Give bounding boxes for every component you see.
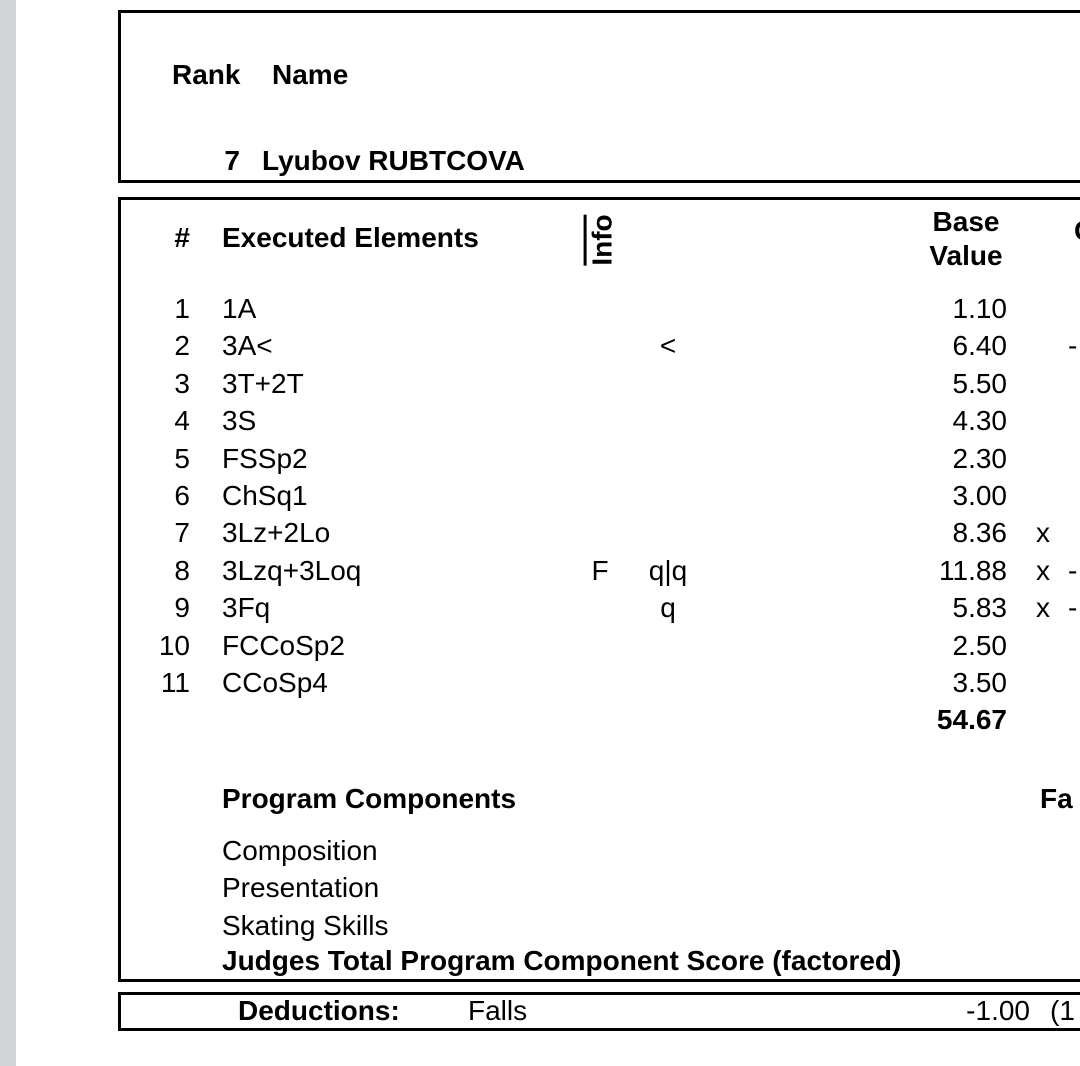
- column-header-executed-elements: Executed Elements: [222, 222, 479, 253]
- element-base-value: 2.50: [952, 629, 1008, 661]
- element-row: 7 3Lz+2Lo 8.36 x: [121, 514, 1080, 551]
- judges-total-label: Judges Total Program Component Score (fa…: [222, 945, 902, 976]
- element-number: 5: [174, 442, 190, 474]
- element-row: 11 CCoSp4 3.50: [121, 664, 1080, 701]
- element-code: 3Lz+2Lo: [222, 517, 331, 549]
- element-row: 6 ChSq1 3.00: [121, 477, 1080, 514]
- element-number: 6: [174, 479, 190, 511]
- element-marks: q: [660, 592, 676, 624]
- element-row: 3 3T+2T 5.50: [121, 365, 1080, 402]
- name-column-label: Name: [272, 59, 349, 90]
- element-row: 4 3S 4.30: [121, 402, 1080, 439]
- element-code: 3A<: [222, 330, 273, 362]
- deductions-label: Deductions:: [238, 995, 400, 1026]
- element-number: 2: [174, 330, 190, 362]
- element-number: 11: [160, 666, 190, 698]
- element-row: 1 1A 1.10: [121, 290, 1080, 327]
- element-base-value: 3.00: [952, 479, 1008, 511]
- element-code: 3Lzq+3Loq: [222, 554, 362, 586]
- element-row: 10 FCCoSp2 2.50: [121, 627, 1080, 664]
- element-goe-clipped: -: [1068, 554, 1078, 586]
- element-base-value: 8.36: [952, 517, 1008, 549]
- base-value-line2: Value: [929, 239, 1003, 271]
- deduction-reason: Falls: [468, 995, 528, 1026]
- deduction-count-clipped: (1: [1050, 995, 1075, 1026]
- element-row: 8 3Lzq+3Loq F q|q 11.88 x -: [121, 552, 1080, 589]
- column-header-goe-clipped: G: [1074, 215, 1080, 247]
- skater-rank: 7: [224, 145, 240, 176]
- factor-header-clipped: Fa: [1040, 783, 1073, 814]
- element-base-value: 5.50: [952, 367, 1008, 399]
- element-number: 4: [174, 405, 190, 437]
- element-code: 3T+2T: [222, 367, 304, 399]
- element-marks: q|q: [648, 554, 688, 586]
- element-base-value: 1.10: [952, 293, 1008, 324]
- element-number: 9: [174, 592, 190, 624]
- column-header-info-vertical: Info: [583, 205, 619, 275]
- base-value-line1: Base: [932, 206, 1000, 237]
- element-base-value: 3.50: [952, 666, 1008, 698]
- element-credit-x: x: [1036, 517, 1050, 549]
- element-base-value: 6.40: [952, 330, 1008, 362]
- page-edge-strip: [0, 0, 16, 1066]
- element-base-value: 4.30: [952, 405, 1008, 437]
- column-header-number: #: [174, 222, 190, 253]
- rank-name-box: [118, 10, 1080, 183]
- total-base-value: 54.67: [936, 704, 1007, 735]
- element-base-value: 11.88: [939, 554, 1007, 586]
- element-rows: 1 1A 1.10 2 3A< < 6.40 - 3 3T+2T 5.50: [121, 290, 1080, 701]
- column-header-base-value: Base Value: [915, 205, 1017, 272]
- element-code: ChSq1: [222, 479, 308, 511]
- element-marks: <: [659, 330, 677, 362]
- skater-name: Lyubov RUBTCOVA: [262, 145, 525, 176]
- element-goe-clipped: -: [1068, 592, 1078, 624]
- element-number: 3: [174, 367, 190, 399]
- element-number: 8: [174, 554, 190, 586]
- element-base-value: 2.30: [952, 442, 1008, 474]
- element-credit-x: x: [1036, 554, 1050, 586]
- element-code: 3Fq: [222, 592, 271, 624]
- component-skating-skills: Skating Skills: [222, 910, 389, 941]
- element-row: 2 3A< < 6.40 -: [121, 327, 1080, 364]
- element-base-value: 5.83: [952, 592, 1008, 624]
- element-row: 9 3Fq q 5.83 x -: [121, 589, 1080, 626]
- element-number: 7: [174, 517, 190, 549]
- element-number: 10: [158, 629, 190, 661]
- element-credit-x: x: [1036, 592, 1050, 624]
- component-presentation: Presentation: [222, 872, 380, 903]
- elements-table-box: [118, 197, 1080, 982]
- element-code: FSSp2: [222, 442, 308, 474]
- deductions-box: [118, 992, 1080, 1031]
- info-label: Info: [583, 214, 619, 266]
- element-number: 1: [174, 293, 190, 324]
- element-code: 3S: [222, 405, 257, 437]
- element-info-flag: F: [591, 554, 609, 586]
- program-components-header: Program Components: [222, 783, 517, 814]
- element-code: FCCoSp2: [222, 629, 345, 661]
- deduction-value: -1.00: [966, 995, 1030, 1026]
- element-row: 5 FSSp2 2.30: [121, 440, 1080, 477]
- element-code: CCoSp4: [222, 666, 328, 698]
- component-composition: Composition: [222, 835, 378, 866]
- rank-column-label: Rank: [172, 59, 241, 90]
- element-code: 1A: [222, 293, 257, 324]
- element-goe-clipped: -: [1068, 330, 1078, 362]
